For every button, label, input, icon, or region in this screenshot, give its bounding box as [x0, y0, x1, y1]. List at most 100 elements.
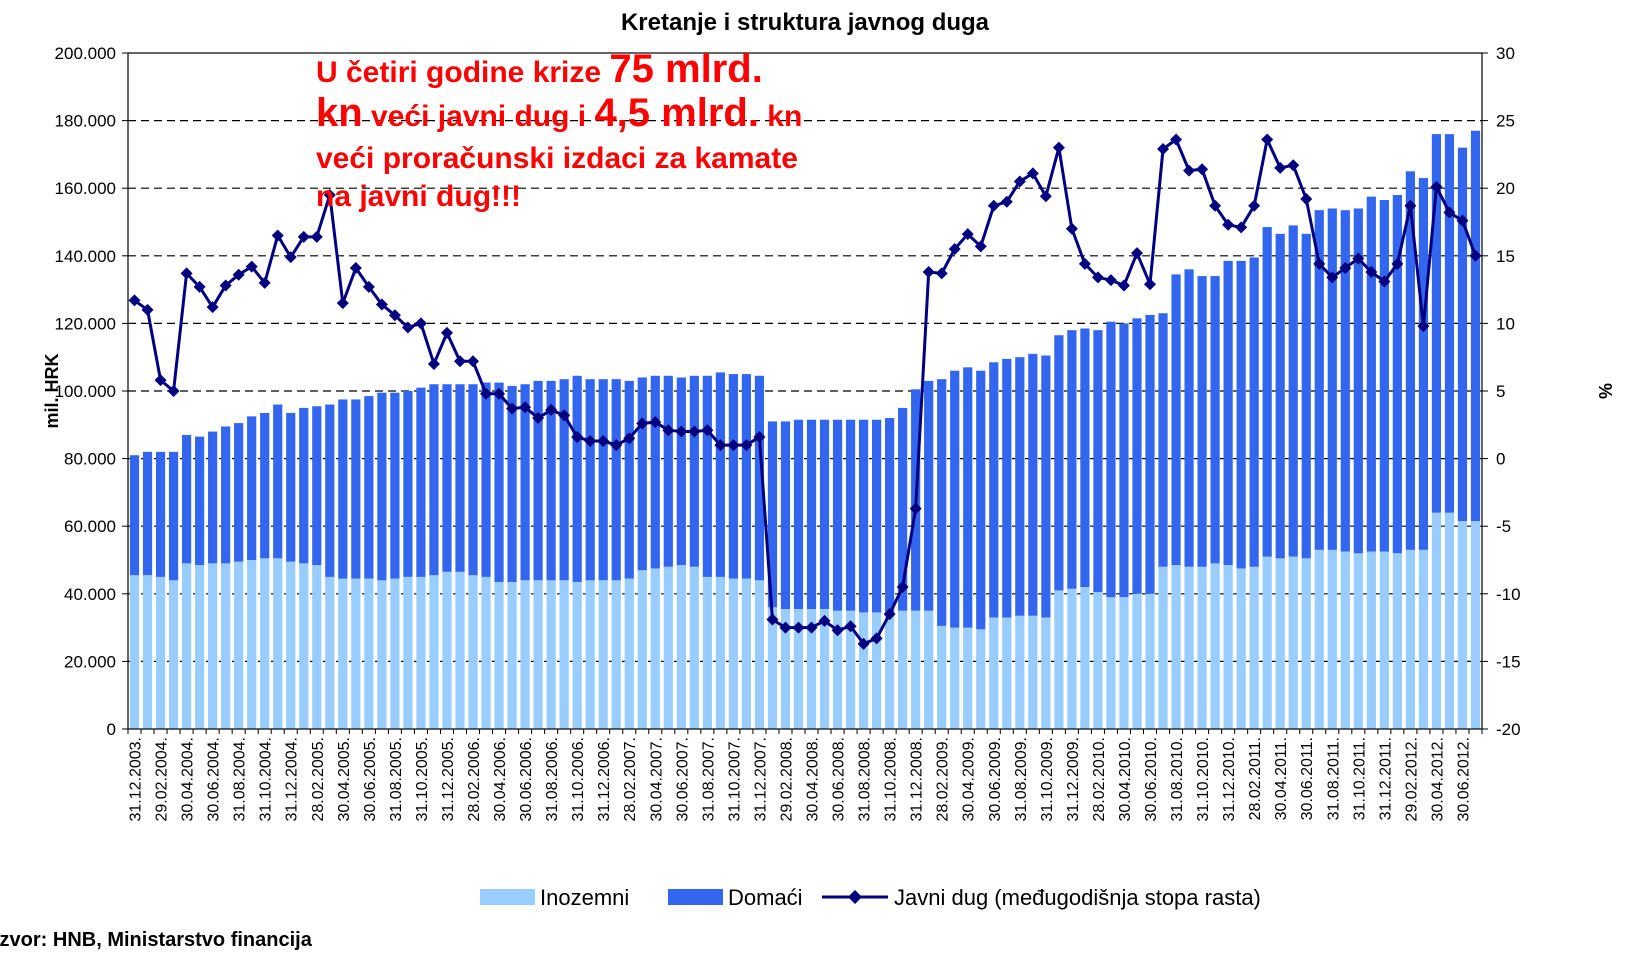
- bar: [624, 578, 634, 729]
- bar: [1184, 269, 1194, 567]
- bar: [924, 610, 934, 729]
- legend-marker: [848, 890, 862, 904]
- line-marker: [427, 357, 440, 370]
- line-marker: [922, 266, 935, 279]
- y2-tick-label: 5: [1496, 382, 1505, 401]
- bar: [819, 419, 830, 610]
- line-marker: [688, 425, 701, 438]
- y-tick-label: 120.000: [55, 314, 116, 333]
- line-marker: [1091, 271, 1104, 284]
- line-marker: [401, 321, 414, 334]
- x-tick-label: 30.06.2005.: [362, 737, 379, 822]
- line-marker: [1339, 261, 1352, 274]
- bar: [663, 375, 673, 567]
- bar: [806, 609, 817, 729]
- bar: [1145, 593, 1155, 729]
- bar: [168, 580, 179, 729]
- bar: [1327, 549, 1337, 729]
- line-marker: [831, 624, 844, 637]
- line-marker: [1365, 266, 1378, 279]
- x-tick-label: 31.10.2006.: [570, 737, 587, 822]
- bar: [702, 375, 712, 577]
- line-marker: [1130, 247, 1143, 260]
- x-tick-label: 31.08.2009.: [1013, 737, 1030, 822]
- bar: [572, 375, 582, 582]
- line-marker: [1078, 257, 1091, 270]
- line-marker: [1117, 279, 1130, 292]
- bar: [1379, 200, 1389, 552]
- line-marker: [414, 317, 427, 330]
- line-marker: [545, 403, 558, 416]
- bar: [155, 451, 166, 577]
- bar: [1158, 566, 1168, 729]
- annotation: kn veći javni dug i 4,5 mlrd. kn: [316, 91, 802, 135]
- line-marker: [141, 303, 154, 316]
- bar: [1197, 566, 1207, 729]
- bar: [1041, 617, 1051, 729]
- annotation-run: veći proračunski izdaci za kamate: [316, 142, 798, 175]
- bar: [1132, 593, 1142, 729]
- bar: [611, 580, 621, 729]
- y-tick-label: 200.000: [55, 44, 116, 63]
- bar: [650, 568, 660, 729]
- bar: [390, 392, 400, 579]
- line-marker: [1456, 214, 1469, 227]
- bar: [1054, 590, 1064, 729]
- line-marker: [1430, 180, 1443, 193]
- bar: [533, 580, 543, 729]
- bar: [1041, 355, 1051, 618]
- bar: [1288, 225, 1298, 557]
- bar: [455, 384, 465, 572]
- line-marker: [935, 267, 948, 280]
- bar: [754, 375, 765, 581]
- annotation-run: 75 mlrd.: [609, 47, 762, 91]
- x-tick-label: 29.02.2004.: [154, 737, 171, 822]
- bar: [1353, 553, 1363, 729]
- line-marker: [636, 417, 649, 430]
- line-marker: [701, 424, 714, 437]
- line-marker: [844, 620, 857, 633]
- bar: [1210, 563, 1220, 729]
- line-marker: [1013, 175, 1026, 188]
- line-marker: [896, 581, 909, 594]
- line-marker: [1274, 161, 1287, 174]
- bar: [1314, 210, 1324, 550]
- line-marker: [167, 385, 180, 397]
- bar: [195, 436, 205, 566]
- bar: [546, 580, 556, 729]
- bar: [728, 578, 738, 729]
- bar: [312, 565, 322, 729]
- line-marker: [297, 230, 310, 243]
- bar: [1392, 194, 1402, 554]
- bar: [585, 580, 595, 729]
- line-marker: [336, 297, 349, 310]
- bar: [963, 367, 973, 628]
- bar: [195, 565, 205, 729]
- bar: [676, 565, 686, 729]
- bar: [741, 374, 752, 579]
- bar: [1275, 558, 1285, 729]
- bar: [208, 563, 218, 729]
- bar: [637, 570, 647, 729]
- x-tick-label: 31.10.2009.: [1039, 737, 1056, 822]
- line-marker: [310, 230, 323, 243]
- bar: [858, 612, 869, 729]
- bar: [1457, 521, 1468, 729]
- bar: [1015, 615, 1025, 729]
- y-tick-label: 160.000: [55, 179, 116, 198]
- line-marker: [532, 412, 545, 425]
- bar: [1028, 615, 1038, 729]
- line-marker: [440, 326, 453, 339]
- bar: [1457, 147, 1468, 522]
- x-tick-label: 31.08.2006.: [544, 737, 561, 822]
- bar: [1236, 260, 1246, 569]
- line-marker: [219, 279, 232, 292]
- bar: [1236, 568, 1246, 729]
- bar: [754, 580, 765, 729]
- x-tick-label: 30.06.2009.: [987, 737, 1004, 822]
- bar: [702, 576, 712, 729]
- bar: [299, 407, 309, 564]
- bar: [325, 576, 335, 729]
- bar: [963, 627, 973, 729]
- line-marker: [480, 387, 493, 400]
